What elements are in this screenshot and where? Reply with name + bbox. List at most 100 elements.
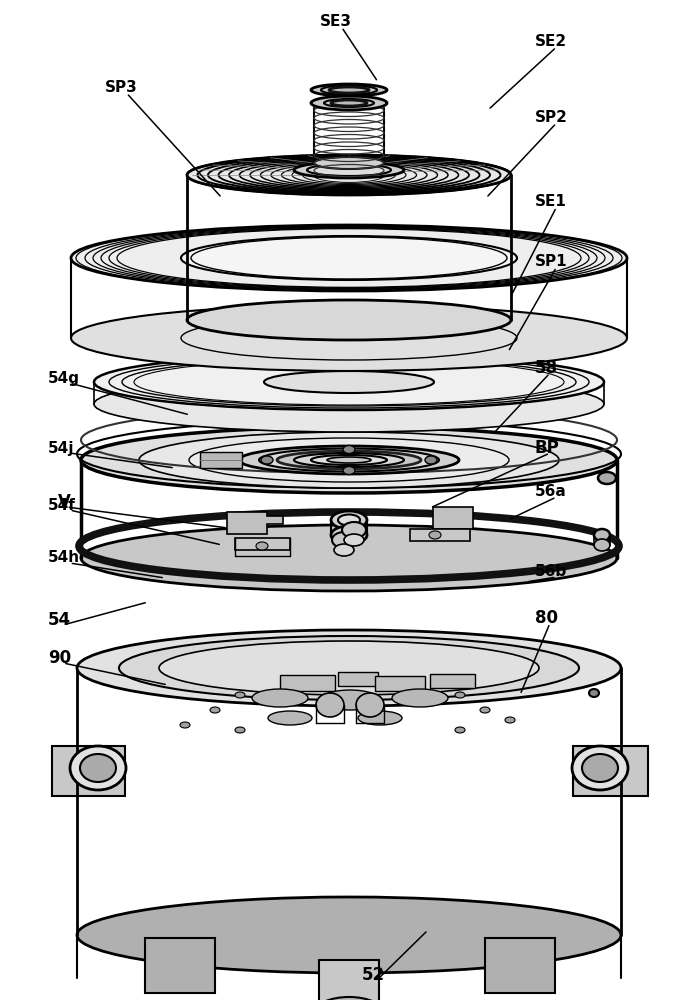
Polygon shape [485, 938, 555, 993]
Ellipse shape [311, 455, 387, 465]
Ellipse shape [338, 514, 360, 526]
Ellipse shape [582, 754, 618, 782]
Ellipse shape [594, 539, 610, 551]
Ellipse shape [589, 689, 599, 697]
Text: 58: 58 [535, 359, 558, 377]
Bar [430, 674, 475, 688]
Polygon shape [235, 538, 290, 550]
Polygon shape [52, 746, 125, 796]
Ellipse shape [180, 722, 190, 728]
Ellipse shape [344, 534, 364, 546]
Ellipse shape [259, 448, 439, 472]
Ellipse shape [455, 692, 465, 698]
Ellipse shape [256, 542, 268, 550]
Text: 54g: 54g [48, 370, 80, 385]
Polygon shape [145, 938, 215, 993]
Polygon shape [573, 746, 648, 796]
Text: SE2: SE2 [535, 34, 567, 49]
Polygon shape [433, 507, 473, 529]
Ellipse shape [81, 525, 617, 591]
Ellipse shape [329, 87, 369, 93]
Ellipse shape [334, 544, 354, 556]
Text: 54f: 54f [48, 497, 76, 512]
Ellipse shape [77, 897, 621, 973]
Ellipse shape [429, 531, 441, 539]
Text: 54h: 54h [48, 550, 80, 566]
Ellipse shape [294, 453, 404, 467]
Ellipse shape [187, 155, 511, 195]
Ellipse shape [264, 371, 434, 393]
Polygon shape [200, 452, 242, 468]
Ellipse shape [139, 432, 559, 488]
Ellipse shape [331, 100, 367, 106]
Ellipse shape [294, 162, 404, 178]
Ellipse shape [342, 522, 366, 538]
Ellipse shape [358, 711, 402, 725]
Ellipse shape [311, 84, 387, 96]
Ellipse shape [81, 427, 617, 493]
Ellipse shape [159, 641, 539, 695]
Ellipse shape [210, 707, 220, 713]
Bar [375, 676, 425, 691]
Ellipse shape [314, 157, 384, 169]
Ellipse shape [314, 997, 384, 1000]
Ellipse shape [94, 354, 604, 410]
Ellipse shape [181, 236, 517, 280]
Ellipse shape [331, 526, 367, 544]
Ellipse shape [598, 472, 616, 484]
Polygon shape [319, 960, 379, 1000]
Text: 54j: 54j [48, 440, 75, 456]
Bar [280, 675, 335, 691]
Ellipse shape [594, 529, 610, 541]
Text: SP2: SP2 [535, 110, 568, 125]
Ellipse shape [189, 438, 509, 482]
Bar [338, 672, 378, 686]
Ellipse shape [252, 689, 308, 707]
Ellipse shape [343, 446, 355, 454]
Ellipse shape [239, 446, 459, 474]
Ellipse shape [311, 96, 387, 110]
Ellipse shape [235, 727, 245, 733]
Ellipse shape [425, 456, 437, 464]
Text: 56a: 56a [535, 485, 567, 499]
Ellipse shape [572, 746, 628, 790]
Text: 56b: 56b [535, 564, 567, 580]
Ellipse shape [331, 511, 367, 529]
Text: SP1: SP1 [535, 254, 567, 269]
Polygon shape [227, 512, 283, 534]
Text: BP: BP [535, 439, 560, 457]
Text: V: V [58, 493, 71, 511]
Text: 52: 52 [362, 966, 385, 984]
Ellipse shape [187, 300, 511, 340]
Ellipse shape [277, 451, 421, 469]
Text: 54: 54 [48, 611, 71, 629]
Ellipse shape [505, 717, 515, 723]
Ellipse shape [321, 86, 377, 95]
Polygon shape [410, 529, 470, 541]
Text: SE1: SE1 [535, 194, 567, 210]
Ellipse shape [119, 636, 579, 700]
Ellipse shape [71, 225, 627, 291]
Ellipse shape [356, 693, 384, 717]
Ellipse shape [261, 456, 273, 464]
Text: 80: 80 [535, 609, 558, 627]
Ellipse shape [332, 532, 356, 548]
Ellipse shape [94, 376, 604, 432]
Ellipse shape [77, 630, 621, 706]
Ellipse shape [343, 466, 355, 475]
Ellipse shape [455, 727, 465, 733]
Text: SE3: SE3 [320, 14, 352, 29]
Ellipse shape [320, 690, 380, 710]
Ellipse shape [235, 692, 245, 698]
Ellipse shape [307, 164, 391, 176]
Ellipse shape [327, 457, 371, 463]
Ellipse shape [324, 99, 374, 107]
Ellipse shape [71, 305, 627, 371]
Ellipse shape [268, 711, 312, 725]
Ellipse shape [316, 693, 344, 717]
Ellipse shape [70, 746, 126, 790]
Text: SP3: SP3 [105, 81, 138, 96]
Text: 90: 90 [48, 649, 71, 667]
Ellipse shape [480, 707, 490, 713]
Ellipse shape [392, 689, 448, 707]
